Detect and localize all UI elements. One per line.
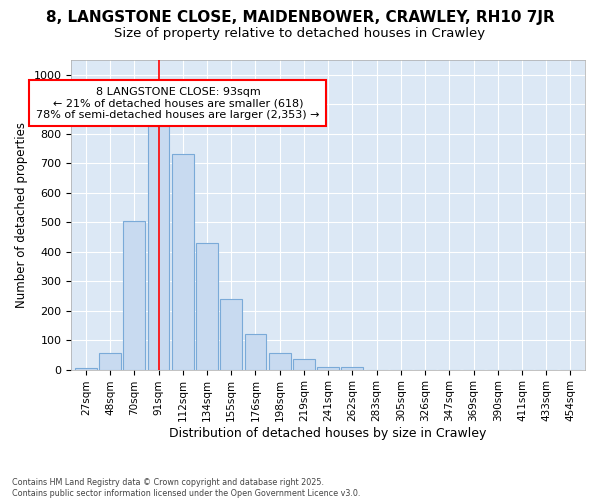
Bar <box>269 354 290 370</box>
Bar <box>317 366 339 370</box>
Text: 8, LANGSTONE CLOSE, MAIDENBOWER, CRAWLEY, RH10 7JR: 8, LANGSTONE CLOSE, MAIDENBOWER, CRAWLEY… <box>46 10 554 25</box>
Bar <box>245 334 266 370</box>
Bar <box>75 368 97 370</box>
X-axis label: Distribution of detached houses by size in Crawley: Distribution of detached houses by size … <box>169 427 487 440</box>
Bar <box>293 360 315 370</box>
Bar <box>148 126 169 370</box>
Text: Size of property relative to detached houses in Crawley: Size of property relative to detached ho… <box>115 28 485 40</box>
Y-axis label: Number of detached properties: Number of detached properties <box>15 122 28 308</box>
Bar <box>196 243 218 370</box>
Bar <box>124 220 145 370</box>
Bar <box>341 366 363 370</box>
Text: 8 LANGSTONE CLOSE: 93sqm
← 21% of detached houses are smaller (618)
78% of semi-: 8 LANGSTONE CLOSE: 93sqm ← 21% of detach… <box>36 86 320 120</box>
Bar <box>220 299 242 370</box>
Text: Contains HM Land Registry data © Crown copyright and database right 2025.
Contai: Contains HM Land Registry data © Crown c… <box>12 478 361 498</box>
Bar <box>172 154 194 370</box>
Bar <box>99 354 121 370</box>
